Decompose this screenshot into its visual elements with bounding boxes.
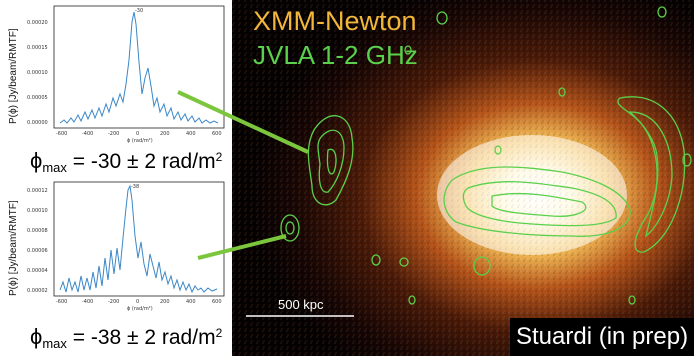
source-contour [682,153,692,167]
peak-label: -30 [135,8,143,14]
x-tick: 400 [186,131,196,137]
spectrum-curve [59,184,218,294]
y-tick: 0.00002 [27,288,48,294]
source-contour [494,145,502,155]
y-tick: 0.00015 [27,45,48,51]
x-tick: -200 [108,131,119,137]
y-tick: 0.00012 [27,188,48,194]
y-tick: 0.00006 [27,248,48,254]
y-tick: 0.00000 [27,120,48,126]
x-tick: 0 [136,131,139,137]
y-tick: 0.00008 [27,228,48,234]
x-tick: 200 [160,131,170,137]
scale-bar-label: 500 kpc [278,297,324,312]
y-tick: 0.00010 [27,208,48,214]
core-contour [462,181,617,227]
x-tick: 200 [160,299,170,305]
spectra-panel: P(ϕ) [Jy/beam/RMTF] 0.00020 0.00015 0.00… [0,0,232,356]
x-tick: -200 [108,299,119,305]
source-contour [473,256,491,276]
x-axis-label: ϕ (rad/m²) [127,306,153,312]
source-contour [399,257,409,267]
phi-max-bottom: ϕmax = -38 ± 2 rad/m2 [30,324,223,351]
pointer-line-bottom [197,234,287,260]
source-contour [558,87,566,97]
x-tick: -600 [56,131,67,137]
source-contour [657,6,667,18]
y-ticks: 0.00012 0.00010 0.00008 0.00006 0.00004 … [27,188,48,294]
plot-frame [53,5,225,129]
core-contour [443,166,631,237]
x-tick: -600 [56,299,67,305]
x-tick: -400 [82,131,93,137]
source-contour [628,295,636,305]
x-tick: 600 [212,299,222,305]
xray-radio-image [232,0,694,356]
source-contour [285,221,295,235]
spectrum-curve [59,11,219,124]
y-tick: 0.00010 [27,70,48,76]
faraday-spectrum-top: P(ϕ) [Jy/beam/RMTF] 0.00020 0.00015 0.00… [2,2,230,144]
radio-title: JVLA 1-2 GHz [253,40,418,70]
peak-label: -38 [131,184,139,190]
source-contour [408,295,416,305]
x-tick: 600 [212,131,222,137]
source-contour [371,254,381,266]
x-tick: 0 [136,299,139,305]
relic-west-contour [317,129,345,193]
source-contour [436,11,448,25]
relic-west-contour [326,148,337,175]
y-tick: 0.00005 [27,95,48,101]
plot-frame [53,181,225,297]
y-axis-label: P(ϕ) [Jy/beam/RMTF] [8,200,19,296]
credit-label: Stuardi (in prep) [510,318,694,356]
phi-max-top: ϕmax = -30 ± 2 rad/m2 [30,148,223,175]
source-contour [404,45,412,55]
y-axis-label: P(ϕ) [Jy/beam/RMTF] [8,28,19,124]
x-ticks: -600 -400 -200 0 200 400 600 [56,299,222,305]
faraday-spectrum-bottom: P(ϕ) [Jy/beam/RMTF] 0.00012 0.00010 0.00… [2,178,230,312]
radio-contours [280,6,692,336]
y-ticks: 0.00020 0.00015 0.00010 0.00005 0.00000 [27,20,48,126]
y-tick: 0.00004 [27,268,48,274]
x-ticks: -600 -400 -200 0 200 400 600 [56,131,222,137]
pointer-line-top [177,90,309,154]
relic-west-contour [307,115,354,206]
x-tick: 400 [186,299,196,305]
core-contour [491,192,587,217]
relic-east-contour [628,111,673,238]
xray-title: XMM-Newton [253,6,417,36]
x-axis-label: ϕ (rad/m²) [127,138,153,144]
source-contour [280,214,300,242]
x-tick: -400 [82,299,93,305]
y-tick: 0.00020 [27,20,48,26]
